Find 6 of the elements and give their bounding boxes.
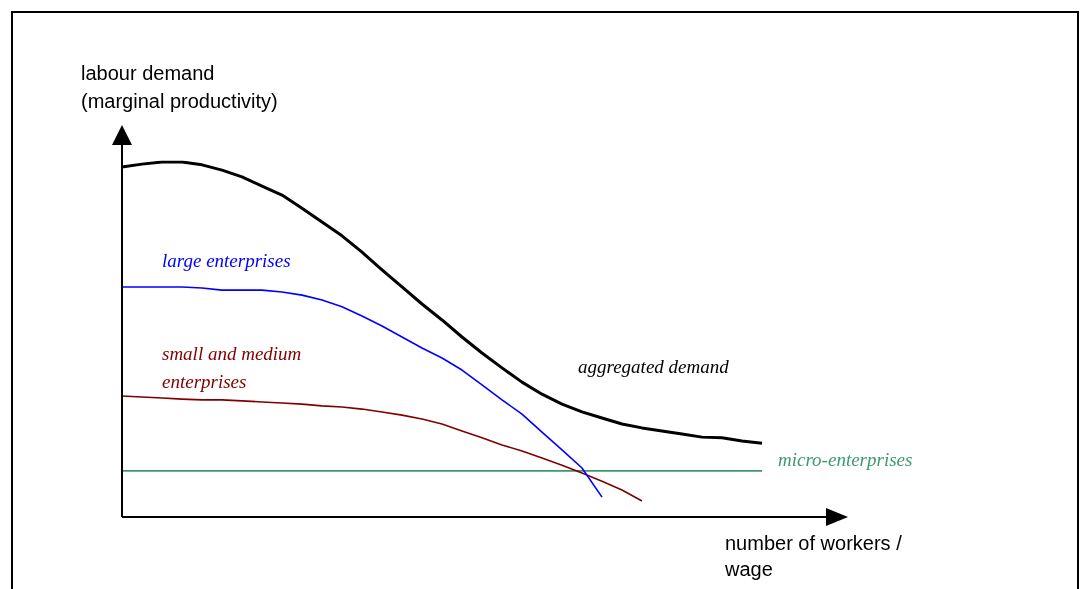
y-axis-title: labour demand (marginal productivity) bbox=[81, 62, 278, 112]
x-axis-title: number of workers / wage bbox=[724, 532, 903, 580]
series-label: large enterprises bbox=[162, 249, 291, 271]
series-label: small and medium enterprises bbox=[162, 343, 302, 393]
series-label: micro-enterprises bbox=[778, 448, 913, 470]
series-label: aggregated demand bbox=[578, 355, 730, 377]
